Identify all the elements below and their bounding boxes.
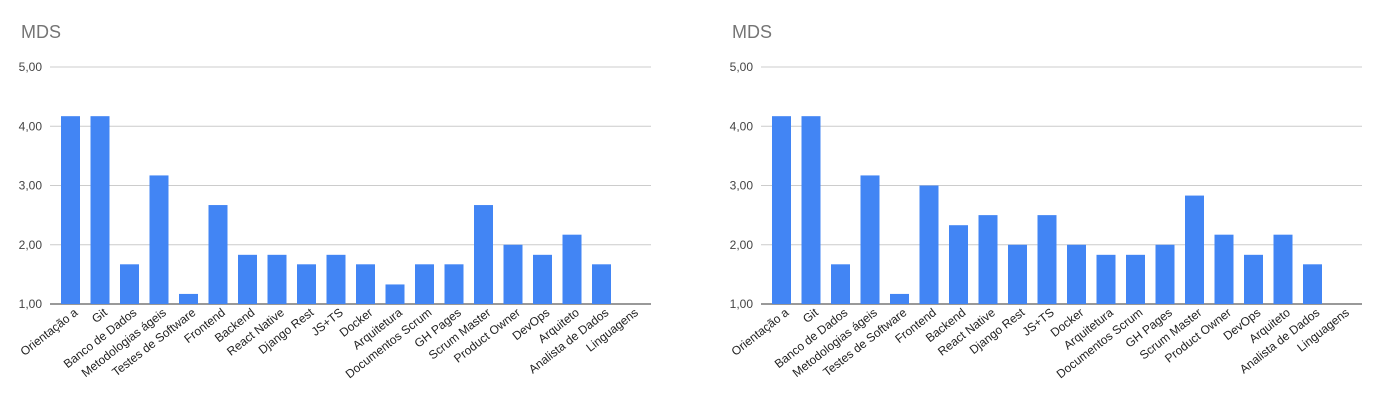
bar (1273, 234, 1293, 304)
y-tick-label: 5,00 (730, 60, 754, 74)
bar (326, 254, 346, 304)
y-tick-label: 4,00 (19, 119, 43, 133)
bar (356, 264, 375, 304)
bar (772, 116, 791, 305)
bar (120, 264, 139, 304)
bar (1214, 234, 1234, 304)
bar (801, 116, 821, 305)
y-tick-label: 4,00 (730, 119, 754, 133)
bar (592, 264, 611, 304)
bar (1185, 195, 1204, 304)
chart-title: MDS (732, 22, 772, 42)
y-tick-label: 3,00 (730, 179, 754, 193)
bar (61, 116, 80, 305)
bar (1008, 244, 1027, 304)
y-tick-label: 2,00 (19, 238, 43, 252)
bar (208, 205, 228, 304)
bar (1155, 244, 1175, 304)
bar (297, 264, 316, 304)
bar (1067, 244, 1086, 304)
bar (1244, 254, 1263, 304)
y-tick-label: 2,00 (730, 238, 754, 252)
bar (919, 185, 939, 304)
bar (978, 215, 998, 304)
bar (949, 225, 968, 304)
bar (1096, 254, 1116, 304)
chart-panel-left: MDS 1,00 2,00 3,00 4,00 5,00 Orientação a Git B… (0, 0, 690, 415)
bar (533, 254, 552, 304)
bar (860, 175, 880, 304)
bar (385, 284, 405, 304)
bar (415, 264, 434, 304)
bar (890, 293, 909, 304)
bar (503, 244, 523, 304)
bar (1037, 215, 1057, 304)
bar (444, 264, 464, 304)
y-tick-label: 1,00 (19, 297, 43, 311)
bar (562, 234, 582, 304)
bar (831, 264, 850, 304)
bar (149, 175, 169, 304)
chart-panel-right: MDS 1,00 2,00 3,00 4,00 5,00 Orientação a Git B… (711, 0, 1381, 415)
bar (238, 254, 257, 304)
bar (267, 254, 287, 304)
y-tick-label: 3,00 (19, 179, 43, 193)
y-tick-label: 5,00 (19, 60, 43, 74)
bar (90, 116, 110, 305)
y-tick-label: 1,00 (730, 297, 754, 311)
chart-title: MDS (21, 22, 61, 42)
bar (1303, 264, 1322, 304)
bar (1126, 254, 1145, 304)
bar (474, 205, 493, 304)
bar (179, 293, 198, 304)
